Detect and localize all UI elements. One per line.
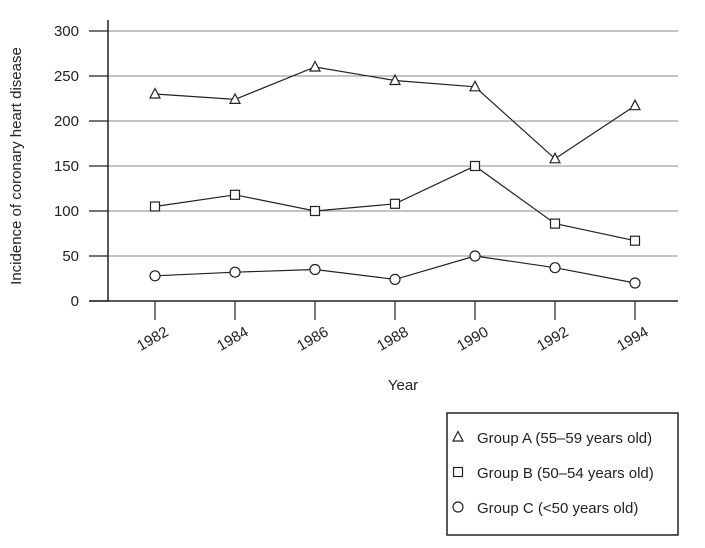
data-point xyxy=(149,201,161,212)
x-tick-label: 1994 xyxy=(614,323,651,354)
legend-box xyxy=(446,412,679,536)
x-tick-label: 1992 xyxy=(534,323,571,354)
y-axis-title: Incidence of coronary heart disease xyxy=(8,47,25,285)
data-point xyxy=(629,277,641,289)
legend-item-group-a: Group A (55–59 years old) xyxy=(452,430,652,447)
x-tick-label: 1986 xyxy=(294,323,331,354)
legend-label-group-a: Group A (55–59 years old) xyxy=(477,430,652,447)
legend-label-group-b: Group B (50–54 years old) xyxy=(477,465,654,482)
data-point xyxy=(229,266,241,278)
x-tick-label: 1990 xyxy=(454,323,491,354)
data-point xyxy=(229,92,241,105)
series-square xyxy=(149,160,641,246)
x-axis-title: Year xyxy=(388,377,418,394)
legend-marker xyxy=(452,501,464,513)
y-tick-label: 0 xyxy=(71,293,79,310)
y-tick-label: 50 xyxy=(62,248,79,265)
legend-marker xyxy=(452,430,464,442)
data-point xyxy=(229,189,241,200)
legend-item-group-c: Group C (<50 years old) xyxy=(452,500,638,517)
data-point xyxy=(549,152,561,164)
y-tick-label: 150 xyxy=(54,158,79,175)
data-point xyxy=(389,273,401,285)
data-point xyxy=(149,270,161,282)
series-circle xyxy=(149,250,641,289)
data-point xyxy=(309,60,321,72)
x-tick-label: 1988 xyxy=(374,323,411,354)
data-point xyxy=(389,198,401,209)
legend-marker xyxy=(452,466,464,478)
data-point xyxy=(469,160,481,172)
y-tick-label: 300 xyxy=(54,23,79,40)
data-point xyxy=(629,98,641,111)
y-tick-label: 250 xyxy=(54,68,79,85)
data-point xyxy=(549,218,561,229)
data-point xyxy=(309,205,321,217)
square-icon xyxy=(452,466,464,478)
data-point xyxy=(389,73,401,86)
y-axis-ticks: 0 50 100 150 200 250 300 xyxy=(54,23,108,310)
circle-icon xyxy=(452,501,464,513)
data-series xyxy=(149,60,641,289)
data-point xyxy=(469,80,481,92)
triangle-icon xyxy=(452,430,464,442)
data-point xyxy=(309,263,321,276)
x-tick-label: 1982 xyxy=(134,323,171,354)
y-tick-label: 100 xyxy=(54,203,79,220)
x-axis-ticks: 1982 1984 1986 1988 1990 1992 1994 xyxy=(134,301,651,355)
data-point xyxy=(549,262,561,274)
x-tick-label: 1984 xyxy=(214,323,251,354)
data-point xyxy=(469,250,481,262)
legend: Group A (55–59 years old) Group B (50–54… xyxy=(446,412,679,536)
data-point xyxy=(629,235,641,246)
legend-label-group-c: Group C (<50 years old) xyxy=(477,500,638,517)
legend-item-group-b: Group B (50–54 years old) xyxy=(452,465,654,482)
series-triangle xyxy=(149,60,641,164)
y-tick-label: 200 xyxy=(54,113,79,130)
data-point xyxy=(149,87,161,99)
gridlines xyxy=(108,30,678,257)
axes xyxy=(89,20,678,302)
